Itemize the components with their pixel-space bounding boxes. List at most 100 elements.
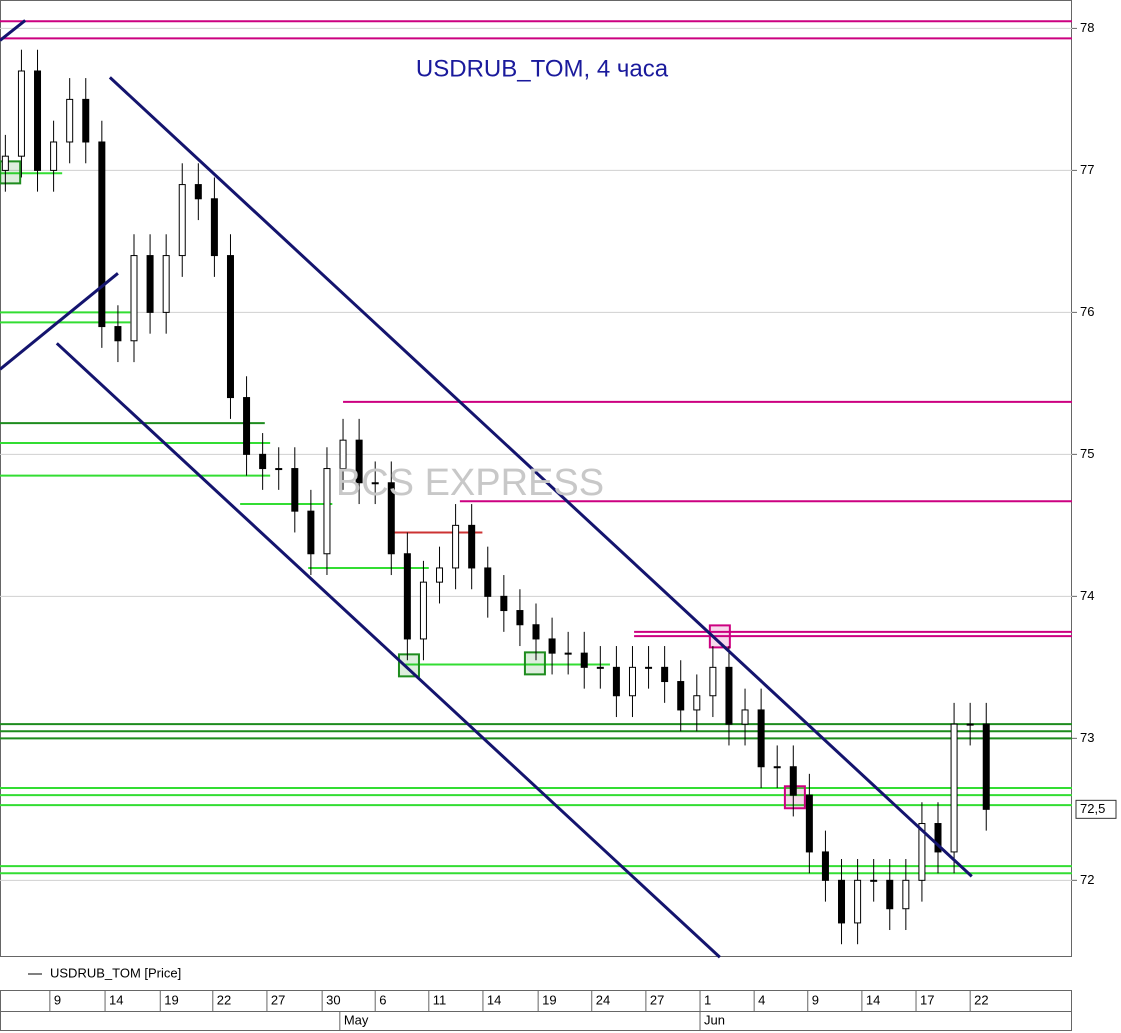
- candle-body: [934, 823, 942, 853]
- candle-body: [741, 709, 749, 725]
- candle-body: [484, 567, 492, 597]
- x-tick-label: 19: [164, 992, 178, 1007]
- x-tick-label: 22: [974, 992, 988, 1007]
- candle-body: [178, 184, 186, 257]
- candle-body: [291, 468, 299, 512]
- x-tick-label: 1: [704, 992, 711, 1007]
- candle-body: [966, 723, 974, 726]
- candle-body: [436, 567, 444, 583]
- last-price-label: 72,5: [1080, 801, 1105, 816]
- candle-body: [66, 98, 74, 143]
- candle-body: [982, 723, 990, 810]
- candle-body: [1, 155, 9, 171]
- trend-line: [108, 76, 973, 878]
- candle-body: [821, 851, 829, 881]
- candle-body: [709, 666, 717, 697]
- candle-body: [419, 581, 427, 640]
- x-tick-label: 27: [650, 992, 664, 1007]
- x-tick-label: 22: [217, 992, 231, 1007]
- candle-body: [307, 510, 315, 555]
- x-tick-label: 30: [326, 992, 340, 1007]
- x-tick-label: 27: [271, 992, 285, 1007]
- candle-body: [854, 879, 862, 924]
- x-tick-label: 9: [812, 992, 819, 1007]
- candle-body: [130, 255, 138, 342]
- candle-body: [838, 879, 846, 924]
- month-label: May: [344, 1012, 369, 1027]
- x-axis-frame: [0, 990, 1072, 1031]
- candle-body: [950, 723, 958, 853]
- candle-body: [259, 453, 267, 470]
- y-tick-label: 74: [1080, 588, 1094, 603]
- last-price-box: [1075, 799, 1117, 819]
- candle-body: [918, 823, 926, 881]
- signal-box: [708, 624, 731, 649]
- trend-line: [0, 272, 119, 371]
- x-tick-label: 6: [379, 992, 386, 1007]
- candle-body: [805, 794, 813, 853]
- x-tick-label: 14: [109, 992, 123, 1007]
- watermark: BCS EXPRESS: [336, 462, 604, 504]
- candle-body: [339, 439, 347, 470]
- x-tick-label: 4: [758, 992, 765, 1007]
- candle-body: [17, 70, 25, 157]
- candle-body: [870, 879, 878, 882]
- candle-body: [403, 553, 411, 640]
- candle-body: [387, 482, 395, 555]
- x-tick-label: 17: [920, 992, 934, 1007]
- chart-title: USDRUB_TOM, 4 часа: [416, 55, 669, 82]
- candle-body: [677, 681, 685, 711]
- y-tick-label: 75: [1080, 446, 1094, 461]
- trend-line: [55, 342, 721, 959]
- legend-label: USDRUB_TOM [Price]: [50, 965, 181, 980]
- y-tick-label: 76: [1080, 304, 1094, 319]
- candle-body: [452, 524, 460, 569]
- candle-body: [210, 198, 218, 257]
- signal-box: [397, 653, 420, 678]
- candle-body: [468, 524, 476, 569]
- candle-body: [226, 255, 234, 399]
- candle-body: [114, 326, 122, 342]
- candle-body: [757, 709, 765, 768]
- x-tick-label: 14: [487, 992, 501, 1007]
- candle-body: [661, 666, 669, 683]
- candle-body: [323, 468, 331, 555]
- month-label: Jun: [704, 1012, 725, 1027]
- y-tick-label: 77: [1080, 162, 1094, 177]
- candle-body: [516, 610, 524, 626]
- candle-body: [548, 638, 556, 654]
- x-tick-label: 14: [866, 992, 880, 1007]
- candle-body: [82, 98, 90, 143]
- candle-body: [146, 255, 154, 313]
- candle-body: [50, 141, 58, 171]
- candle-body: [628, 666, 636, 697]
- signal-box: [523, 651, 546, 676]
- candle-body: [693, 695, 701, 711]
- candle-body: [596, 666, 604, 669]
- candle-body: [902, 879, 910, 910]
- candle-body: [773, 766, 781, 769]
- x-tick-label: 9: [54, 992, 61, 1007]
- candle-body: [564, 652, 572, 655]
- y-tick-label: 72: [1080, 872, 1094, 887]
- candle-body: [532, 624, 540, 640]
- x-tick-label: 11: [433, 992, 447, 1007]
- candle-body: [725, 666, 733, 725]
- candle-body: [98, 141, 106, 328]
- candle-body: [886, 879, 894, 910]
- candle-body: [789, 766, 797, 796]
- y-tick-label: 78: [1080, 20, 1094, 35]
- candle-body: [500, 595, 508, 612]
- candle-body: [355, 439, 363, 484]
- candle-body: [645, 666, 653, 669]
- candle-body: [34, 70, 42, 171]
- x-tick-label: 19: [542, 992, 556, 1007]
- y-tick-label: 73: [1080, 730, 1094, 745]
- candle-body: [612, 666, 620, 697]
- candle-body: [275, 468, 283, 471]
- candle-body: [162, 255, 170, 313]
- candle-body: [194, 184, 202, 200]
- x-tick-label: 24: [596, 992, 610, 1007]
- candle-body: [243, 397, 251, 455]
